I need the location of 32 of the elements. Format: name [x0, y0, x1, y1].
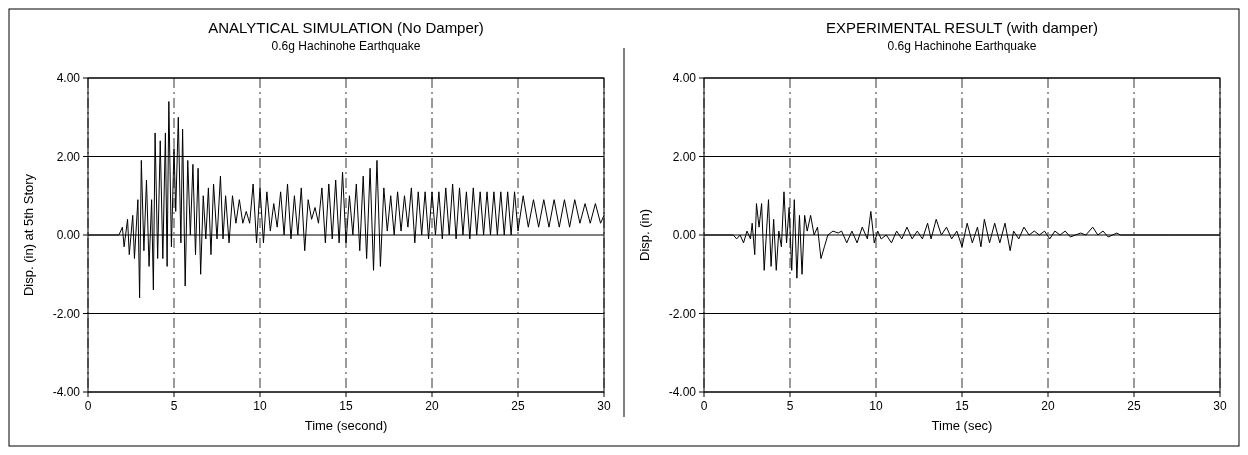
x-tick-label: 25 — [1127, 399, 1141, 413]
y-tick-label: -4.00 — [668, 385, 697, 400]
y-tick-label: 4.00 — [672, 71, 697, 86]
chart-subtitle: 0.6g Hachinohe Earthquake — [271, 39, 421, 53]
x-tick-label: 20 — [1041, 399, 1055, 413]
chart-title: EXPERIMENTAL RESULT (with damper) — [825, 19, 1099, 36]
x-axis-title: Time (second) — [304, 418, 388, 433]
x-tick-label: 20 — [425, 399, 439, 413]
x-tick-label: 30 — [1213, 399, 1227, 413]
y-tick-label: 0.00 — [672, 228, 697, 243]
y-axis-title: Disp. (in) at 5th Story — [21, 173, 36, 297]
y-tick-label: 2.00 — [56, 149, 81, 164]
y-tick-label: -2.00 — [668, 306, 697, 321]
x-tick-label: 15 — [955, 399, 969, 413]
x-tick-label: 30 — [597, 399, 611, 413]
x-tick-label: 0 — [84, 399, 92, 413]
x-tick-label: 5 — [170, 399, 178, 413]
x-tick-label: 10 — [253, 399, 267, 413]
x-tick-label: 25 — [511, 399, 525, 413]
y-tick-label: -4.00 — [52, 385, 81, 400]
x-tick-label: 15 — [339, 399, 353, 413]
x-tick-label: 5 — [786, 399, 794, 413]
chart-title: ANALYTICAL SIMULATION (No Damper) — [208, 19, 484, 36]
x-tick-label: 10 — [869, 399, 883, 413]
y-tick-label: -2.00 — [52, 306, 81, 321]
x-axis-title: Time (sec) — [931, 418, 993, 433]
chart-subtitle: 0.6g Hachinohe Earthquake — [887, 39, 1037, 53]
y-axis-title: Disp. (in) — [637, 208, 652, 262]
y-tick-label: 0.00 — [56, 228, 81, 243]
x-tick-label: 0 — [700, 399, 708, 413]
y-tick-label: 2.00 — [672, 149, 697, 164]
y-tick-label: 4.00 — [56, 71, 81, 86]
